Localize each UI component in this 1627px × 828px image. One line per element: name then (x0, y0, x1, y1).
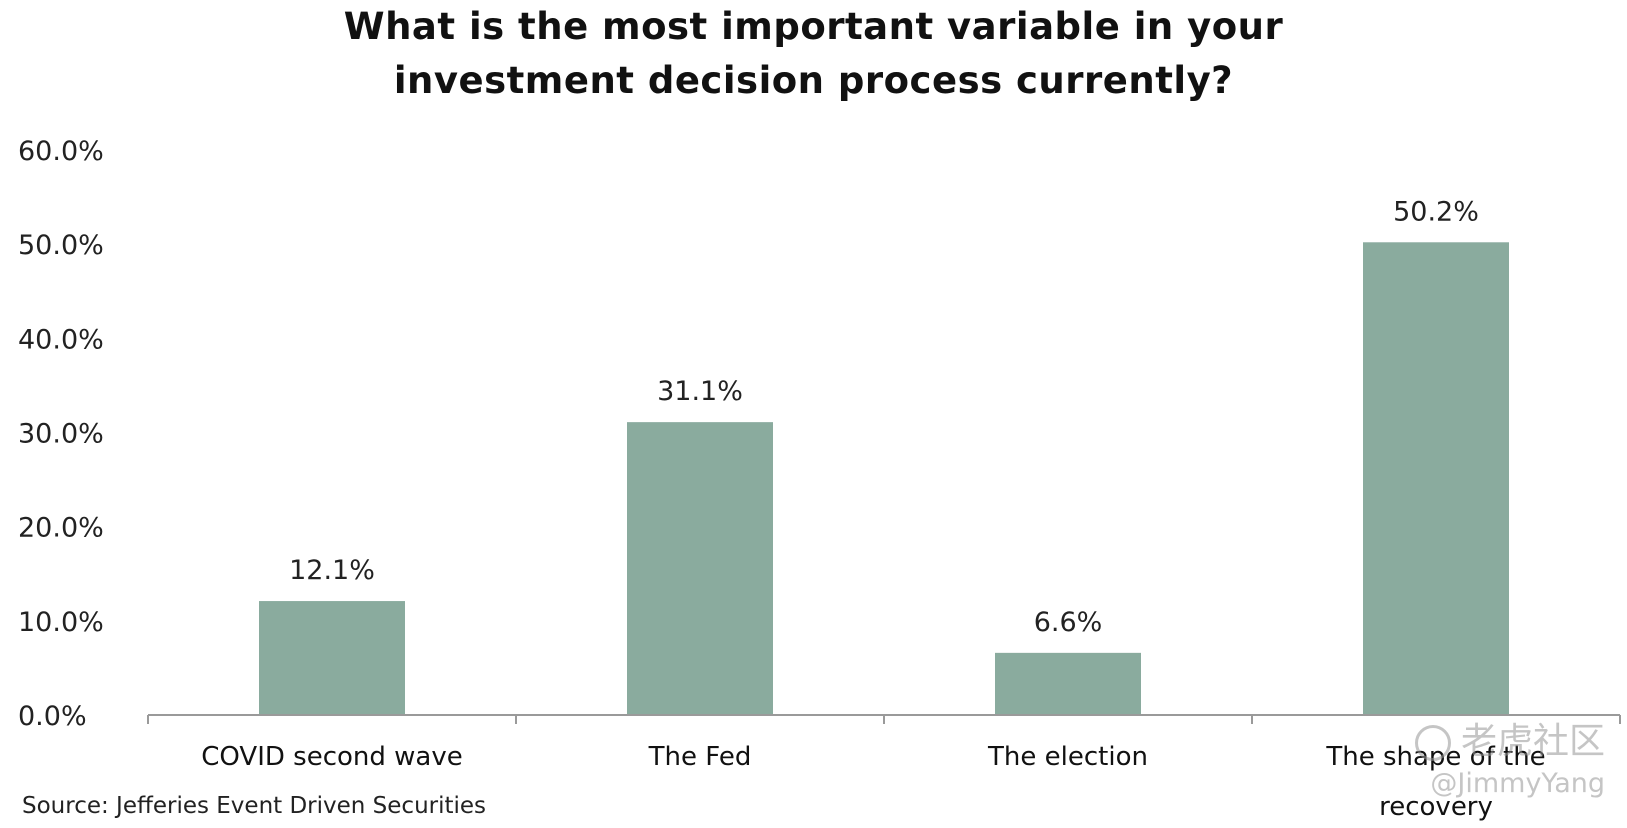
chart-title-line-1: What is the most important variable in y… (343, 5, 1284, 48)
watermark-brand: 老虎社区 (1460, 721, 1605, 762)
bar-value-label: 50.2% (1393, 196, 1479, 227)
chart-title: What is the most important variable in y… (0, 0, 1627, 108)
x-category-label: COVID second wave (201, 742, 462, 772)
watermark-logo: 老虎社区 (1414, 712, 1605, 764)
x-category-label: The election (987, 742, 1148, 772)
y-tick-label: 10.0% (18, 607, 104, 638)
bar-value-label: 12.1% (289, 555, 375, 586)
y-tick-label: 30.0% (18, 419, 104, 450)
bar (259, 601, 405, 715)
y-tick-label: 20.0% (18, 513, 104, 544)
y-tick-label: 50.0% (18, 230, 104, 261)
x-category-label: The Fed (648, 742, 752, 772)
bar (627, 422, 773, 715)
source-note: Source: Jefferies Event Driven Securitie… (22, 793, 487, 819)
bar-value-label: 6.6% (1034, 607, 1103, 638)
watermark-logo-icon (1414, 725, 1451, 761)
watermark-user: @JimmyYang (1430, 768, 1605, 799)
bar-value-label: 31.1% (657, 376, 743, 407)
bar (1363, 242, 1509, 716)
y-tick-label: 60.0% (18, 136, 104, 167)
x-category-label: recovery (1379, 792, 1493, 822)
bar (995, 652, 1141, 715)
y-tick-label: 0.0% (18, 701, 87, 732)
y-tick-label: 40.0% (18, 324, 104, 355)
chart-title-line-2: investment decision process currently? (393, 59, 1234, 102)
